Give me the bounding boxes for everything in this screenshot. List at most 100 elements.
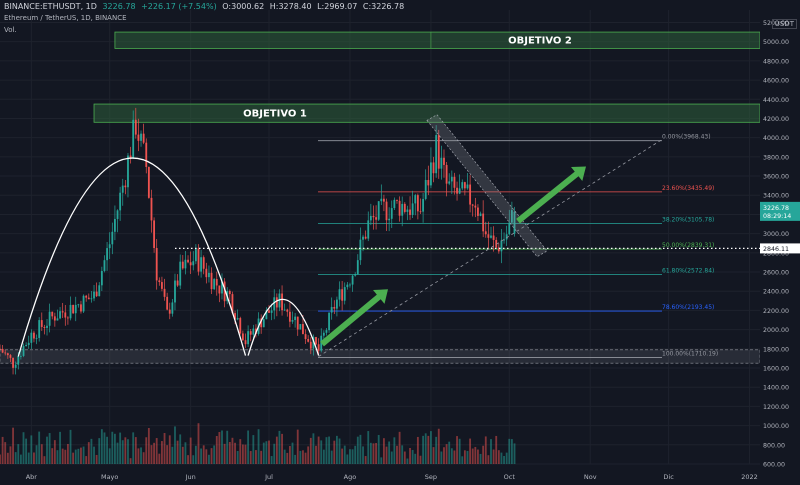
candle-body [349, 284, 351, 286]
volume-bar [286, 452, 289, 464]
volume-bar [53, 440, 56, 464]
volume-bar [474, 446, 477, 464]
candle-body [260, 318, 263, 328]
currency-button[interactable]: USDT [771, 19, 797, 29]
x-tick-label: Ago [344, 473, 357, 481]
candle-body [403, 203, 406, 212]
arrow-shape [516, 166, 586, 224]
volume-bar [456, 436, 458, 464]
handle-arc [247, 298, 320, 356]
volume-bar [338, 438, 341, 464]
volume-bar [171, 446, 174, 464]
volume-bar [505, 452, 508, 464]
volume-bar [22, 432, 25, 464]
volume-bar [124, 437, 127, 464]
candle-body [12, 357, 14, 368]
volume-bar [401, 445, 404, 464]
candle-body [302, 324, 304, 335]
volume-bar [121, 440, 124, 464]
candle-body [466, 184, 469, 189]
volume-bar [346, 454, 349, 464]
candle-body [6, 353, 9, 356]
low-label: L:2969.07 [317, 2, 358, 11]
candle-body [33, 332, 35, 339]
candle-body [116, 210, 119, 219]
volume-bar [325, 437, 328, 464]
x-tick-label: 2022 [741, 473, 758, 481]
volume-bar [61, 448, 64, 464]
candle-body [46, 325, 48, 328]
y-tick-label: 3600.00 [763, 174, 789, 181]
candle-body [510, 210, 513, 223]
volume-bar [383, 438, 385, 464]
candle-body [406, 209, 409, 212]
volume-bar [25, 438, 28, 464]
candle-body [422, 198, 425, 212]
candle-body [161, 282, 163, 289]
volume-bar [127, 439, 129, 464]
y-tick-label: 4000.00 [763, 135, 789, 142]
volume-bar [111, 431, 114, 464]
candle-body [192, 261, 195, 266]
candle-body [414, 195, 417, 204]
time-axis[interactable]: Abr Mayo Jun Jul Ago Sep Oct Nov Dic 2022 [26, 473, 758, 481]
volume-bar [275, 436, 278, 464]
volume-bar [484, 436, 487, 464]
candle-body [153, 220, 156, 249]
candle-body [166, 296, 169, 310]
candle-body [100, 271, 103, 286]
volume-bar [482, 445, 485, 464]
volume-bar [265, 441, 268, 464]
volume-bar [184, 442, 187, 464]
volume-label: Vol. [4, 26, 17, 34]
close-label: C:3226.78 [362, 2, 405, 11]
volume-bar [205, 449, 208, 464]
volume-bar [43, 456, 46, 464]
volume-bar [208, 454, 210, 464]
volume-bar [309, 437, 312, 464]
candle-body [1, 348, 4, 353]
volume-bar [513, 443, 516, 464]
candle-body [477, 207, 479, 216]
volume-bar [294, 454, 297, 464]
candle-body [265, 310, 268, 320]
volume-bar [64, 449, 67, 464]
volume-bar [487, 455, 490, 464]
volume-bar [176, 440, 179, 464]
volume-bars [0, 423, 516, 464]
volume-bar [416, 436, 419, 464]
candle-body [453, 176, 456, 188]
candle-body [270, 310, 273, 313]
fib-label: 78.60%(2193.45) [662, 304, 714, 311]
volume-bar [132, 432, 135, 464]
candle-body [51, 311, 54, 317]
volume-bar [369, 442, 372, 464]
candle-body [487, 234, 490, 238]
candle-body [463, 182, 466, 189]
dotted-level-value: 2846.11 [763, 246, 789, 253]
volume-bar [510, 439, 513, 464]
candle-body [205, 268, 208, 278]
volume-bar [80, 447, 82, 464]
candle-body [322, 332, 325, 336]
price-axis-bg [760, 0, 800, 485]
candle-body [474, 205, 477, 208]
candle-body [385, 201, 388, 221]
candle-body [194, 248, 197, 262]
target-zone [114, 31, 761, 49]
candle-body [346, 284, 349, 288]
change-label: +226.17 (+7.54%) [141, 2, 217, 11]
candle-body [338, 289, 341, 300]
volume-bar [288, 446, 291, 464]
candle-body [383, 198, 385, 202]
symbol-label[interactable]: BINANCE:ETHUSDT, 1D [4, 2, 97, 11]
y-tick-label: 2400.00 [763, 289, 789, 296]
candle-body [325, 330, 328, 333]
candle-body [356, 260, 359, 274]
volume-bar [48, 433, 51, 464]
volume-bar [223, 443, 226, 464]
candle-body [273, 297, 276, 311]
price-axis[interactable]: 5200.00 5000.00 4800.00 4600.00 4400.00 4200.… [760, 0, 800, 485]
candle-body [121, 185, 124, 193]
